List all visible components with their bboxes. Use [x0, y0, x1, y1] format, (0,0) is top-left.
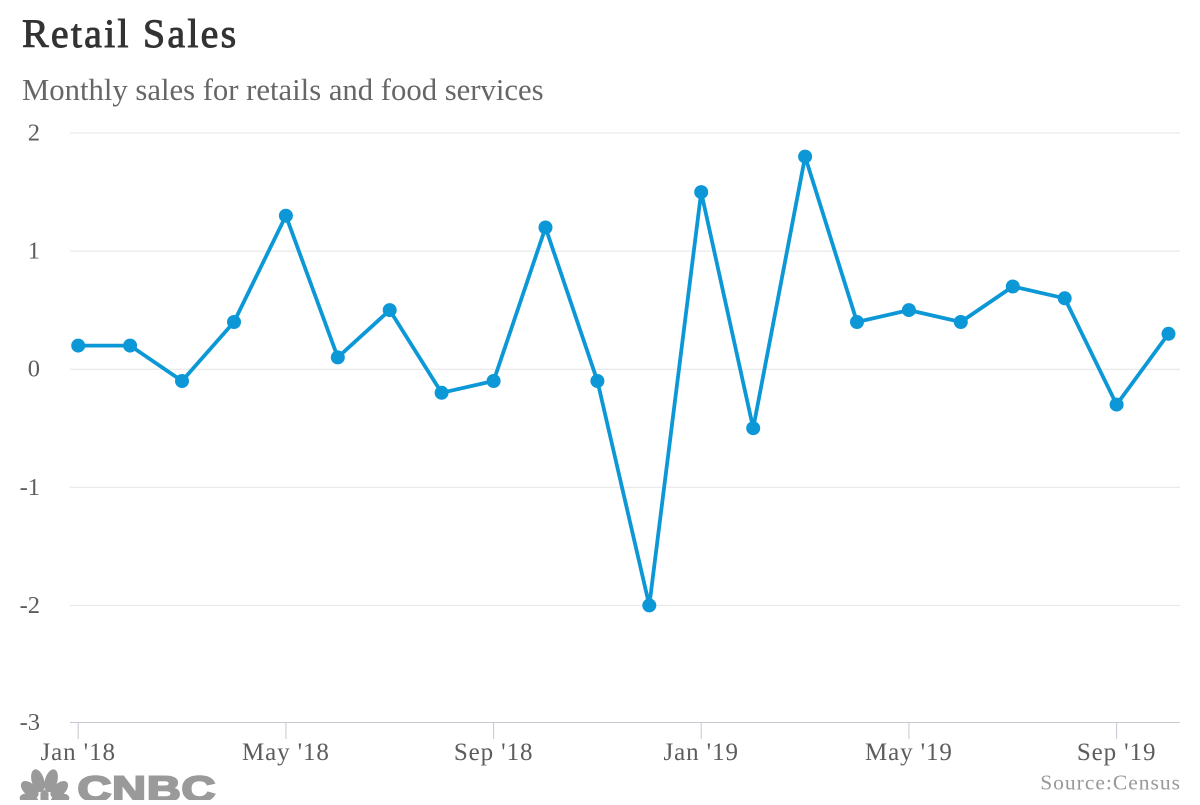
svg-text:May '19: May '19 — [865, 739, 953, 766]
svg-text:Source:Census: Source:Census — [1040, 771, 1181, 795]
svg-text:Sep '19: Sep '19 — [1077, 739, 1157, 766]
svg-text:-1: -1 — [20, 474, 40, 501]
svg-text:CNBC: CNBC — [78, 770, 217, 800]
svg-text:Retail Sales: Retail Sales — [22, 11, 238, 56]
svg-text:Sep '18: Sep '18 — [454, 739, 534, 766]
svg-text:0: 0 — [28, 356, 40, 383]
svg-text:Monthly sales for retails and: Monthly sales for retails and food servi… — [22, 73, 544, 107]
svg-text:Jan '18: Jan '18 — [41, 739, 116, 766]
svg-text:Jan '19: Jan '19 — [664, 739, 739, 766]
svg-text:1: 1 — [28, 238, 40, 265]
svg-text:-2: -2 — [20, 592, 40, 619]
svg-text:May '18: May '18 — [242, 739, 330, 766]
svg-text:-3: -3 — [20, 709, 40, 736]
svg-text:2: 2 — [28, 120, 40, 147]
